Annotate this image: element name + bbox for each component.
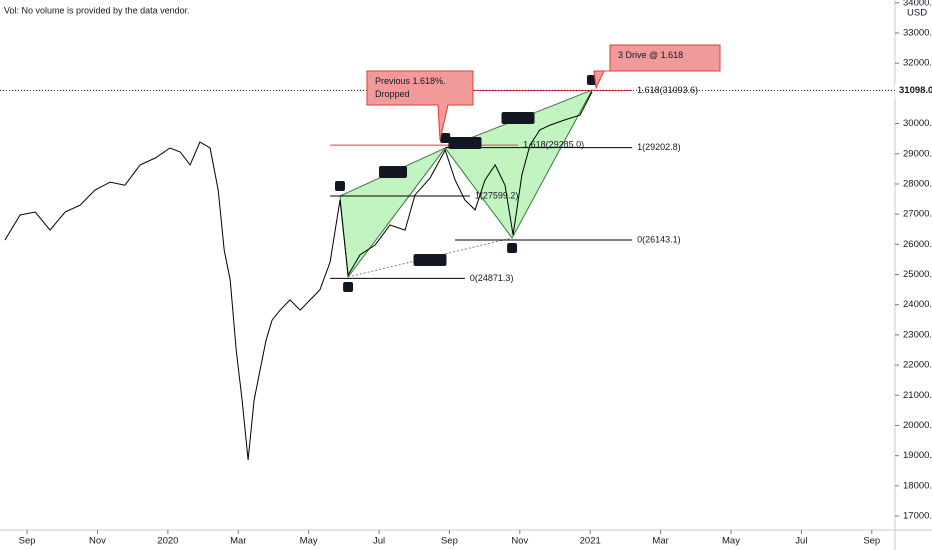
x-tick-label: Jul: [795, 536, 807, 547]
x-tick-label: Nov: [89, 536, 106, 547]
callout-text: 3 Drive @ 1.618: [618, 50, 683, 60]
pattern-point-label: X: [337, 181, 343, 191]
pattern-point-label: C: [509, 243, 516, 253]
y-tick-label: 25000.0: [903, 269, 932, 280]
ratio-box: [379, 166, 407, 178]
ratio-label: 2.258: [454, 138, 477, 148]
y-tick-label: 20000.0: [903, 420, 932, 431]
x-tick-label: Jul: [373, 536, 385, 547]
fib-label: 0(24871.3): [470, 273, 514, 283]
volume-note: Vol: No volume is provided by the data v…: [4, 5, 190, 15]
y-tick-label: 34000.0: [903, 0, 932, 8]
y-tick-label: 17000.0: [903, 511, 932, 522]
x-tick-label: May: [300, 536, 318, 547]
callout-line: Previous 1.618%.: [375, 76, 446, 86]
ratio-label: 1.629: [507, 113, 530, 123]
x-tick-label: 2021: [580, 536, 601, 547]
x-tick-label: 2020: [157, 536, 178, 547]
y-tick-label: 28000.0: [903, 178, 932, 189]
ratio-box: [448, 137, 482, 149]
x-tick-label: Sep: [863, 536, 880, 547]
y-tick-label: 21000.0: [903, 390, 932, 401]
ratio-label: 0.697: [419, 255, 442, 265]
price-tag: [895, 83, 932, 98]
y-tick-label: 26000.0: [903, 239, 932, 250]
fib-label: 1(27599.2): [475, 190, 519, 200]
x-tick-label: Mar: [230, 536, 246, 547]
x-tick-label: Sep: [441, 536, 458, 547]
y-tick-label: 19000.0: [903, 450, 932, 461]
fib-label: 0(26143.1): [637, 234, 681, 244]
pattern-point-label: D: [589, 75, 596, 85]
pattern-point-label: A: [345, 282, 352, 292]
ratio-box: [413, 254, 447, 266]
currency: USD: [907, 8, 927, 19]
fib-label: 1.618(31093.6): [637, 85, 698, 95]
x-tick-label: Nov: [511, 536, 528, 547]
y-tick-label: 30000.0: [903, 118, 932, 129]
callout-box: [593, 44, 721, 90]
y-tick-label: 33000.0: [903, 28, 932, 39]
y-tick-label: 18000.0: [903, 480, 932, 491]
pattern-point-label: B: [442, 133, 449, 143]
callout-line: 3 Drive @ 1.618: [618, 50, 683, 60]
fib-label: 1.618(29285.0): [523, 140, 584, 150]
y-tick-label: 32000.0: [903, 58, 932, 69]
price-line: [4, 91, 593, 460]
fib-label: 1(29202.8): [637, 142, 681, 152]
x-tick-label: Sep: [19, 536, 36, 547]
y-tick-label: 24000.0: [903, 299, 932, 310]
pattern-point-box: [334, 181, 345, 192]
y-tick-label: 27000.0: [903, 209, 932, 220]
callout-box: [366, 70, 474, 141]
pattern-point-box: [507, 242, 518, 253]
ratio-label: 1.57: [384, 167, 402, 177]
y-tick-label: 22000.0: [903, 360, 932, 371]
pattern-point-box: [440, 133, 451, 144]
price-tag-label: 31098.0: [899, 85, 932, 96]
x-tick-label: May: [722, 536, 740, 547]
x-tick-label: Mar: [652, 536, 668, 547]
callout-line: Dropped: [375, 89, 410, 99]
y-tick-label: 23000.0: [903, 329, 932, 340]
y-tick-label: 29000.0: [903, 148, 932, 159]
callout-text: Previous 1.618%. Dropped: [375, 76, 446, 99]
ratio-box: [501, 112, 535, 124]
pattern-point-box: [343, 281, 354, 292]
